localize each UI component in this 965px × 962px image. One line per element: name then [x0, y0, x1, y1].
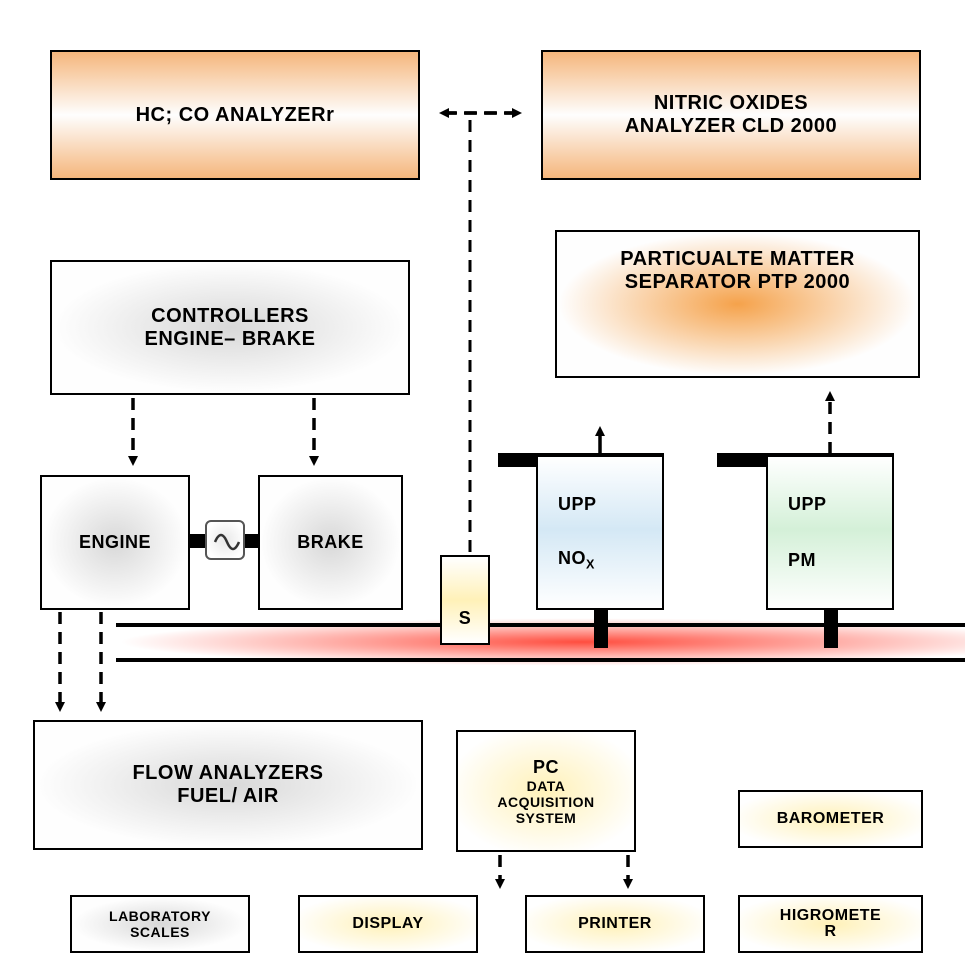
nox-line1: NITRIC OXIDES [654, 92, 808, 115]
flow-l1: FLOW ANALYZERS [132, 762, 323, 785]
display-label: DISPLAY [352, 915, 423, 933]
flow-analyzers: FLOW ANALYZERS FUEL/ AIR [33, 720, 423, 850]
pm-separator: PARTICUALTE MATTER SEPARATOR PTP 2000 [555, 230, 920, 378]
s-label: S [459, 608, 472, 629]
higro-l1: HIGROMETE [780, 908, 881, 924]
printer: PRINTER [525, 895, 705, 953]
controllers: CONTROLLERS ENGINE– BRAKE [50, 260, 410, 395]
upp-pm-l2: PM [788, 550, 816, 571]
upp-pm: UPP PM [766, 455, 894, 610]
s-probe: S [440, 555, 490, 645]
upp-nox-l2: NOX [558, 548, 595, 572]
barometer: BAROMETER [738, 790, 923, 848]
upp-nox-l1: UPP [558, 494, 597, 515]
engine: ENGINE [40, 475, 190, 610]
diagram-canvas: HC; CO ANALYZERr NITRIC OXIDES ANALYZER … [0, 0, 965, 962]
pm-line2: SEPARATOR PTP 2000 [625, 271, 850, 294]
upp-pm-stem-bottom [824, 608, 838, 648]
flow-l2: FUEL/ AIR [177, 785, 279, 808]
lab-l1: LABORATORY [109, 908, 211, 924]
upp-pm-l1: UPP [788, 494, 827, 515]
pc-daq: PC DATA ACQUISITION SYSTEM [456, 730, 636, 852]
controllers-line1: CONTROLLERS [151, 305, 309, 328]
pm-line1: PARTICUALTE MATTER [620, 248, 855, 271]
lab-l2: SCALES [130, 924, 190, 940]
hc-co-label: HC; CO ANALYZERr [136, 104, 335, 127]
upp-nox-stem-bottom [594, 608, 608, 648]
nox-analyzer: NITRIC OXIDES ANALYZER CLD 2000 [541, 50, 921, 180]
brake: BRAKE [258, 475, 403, 610]
nox-line2: ANALYZER CLD 2000 [625, 115, 837, 138]
barometer-label: BAROMETER [777, 810, 885, 828]
brake-label: BRAKE [297, 532, 364, 553]
pc-l2: DATA [527, 778, 566, 794]
exhaust-bottom-line [116, 658, 965, 662]
higro-l2: R [824, 924, 836, 940]
higrometer: HIGROMETE R [738, 895, 923, 953]
controllers-line2: ENGINE– BRAKE [145, 328, 316, 351]
printer-label: PRINTER [578, 915, 652, 933]
upp-nox: UPP NOX [536, 455, 664, 610]
pc-l4: SYSTEM [516, 810, 577, 826]
coupling-icon [205, 520, 245, 560]
engine-label: ENGINE [79, 532, 151, 553]
pc-l1: PC [533, 757, 559, 778]
display: DISPLAY [298, 895, 478, 953]
pc-l3: ACQUISITION [497, 794, 594, 810]
hc-co-analyzer: HC; CO ANALYZERr [50, 50, 420, 180]
lab-scales: LABORATORY SCALES [70, 895, 250, 953]
